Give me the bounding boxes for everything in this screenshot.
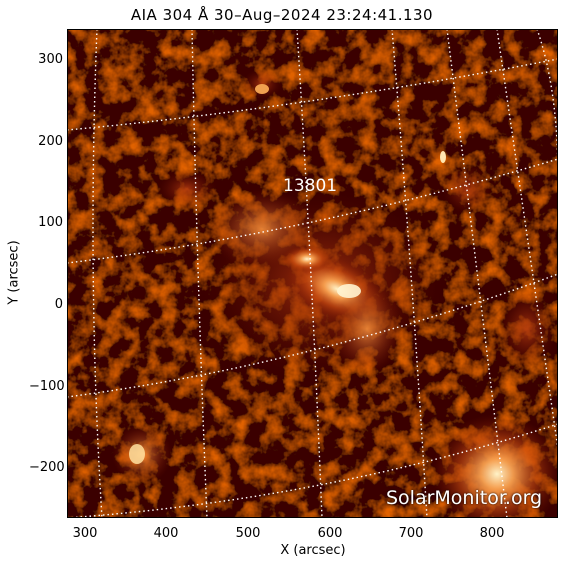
bright-point-core [129,444,145,464]
x-tick-label: 800 [479,526,505,541]
bright-plage-west [207,189,317,269]
y-tick-label: −200 [29,460,65,475]
x-tick-label: 600 [317,526,343,541]
x-tick-label: 500 [235,526,261,541]
flare-kernel [337,284,361,298]
y-tick-label: 300 [38,52,63,67]
x-tick-label: 400 [153,526,179,541]
x-axis-label: X (arcsec) [280,543,346,558]
y-tick-label: 100 [38,215,63,230]
solar-image [67,29,558,518]
image-title: AIA 304 Å 30–Aug–2024 23:24:41.130 [130,6,434,24]
y-tick-label: 200 [38,134,63,149]
y-tick-label: −100 [29,379,65,394]
heliographic-grid [67,29,558,518]
x-tick-label: 700 [398,526,424,541]
plage-northwest [442,164,492,214]
bright-point-northwest [440,151,446,163]
limb-active-region [432,414,558,518]
y-tick-label: 0 [54,297,63,312]
x-tick-label: 300 [72,526,98,541]
sun-image-svg [67,29,558,518]
plage-east [157,169,217,209]
active-region-south [332,284,402,374]
watermark: SolarMonitor.org [386,487,543,509]
loop-brightening [282,245,332,273]
y-axis-label: Y (arcsec) [6,240,22,305]
active-region-label: 13801 [283,176,338,196]
plage-limb [497,289,557,369]
bright-point-north [255,84,269,94]
